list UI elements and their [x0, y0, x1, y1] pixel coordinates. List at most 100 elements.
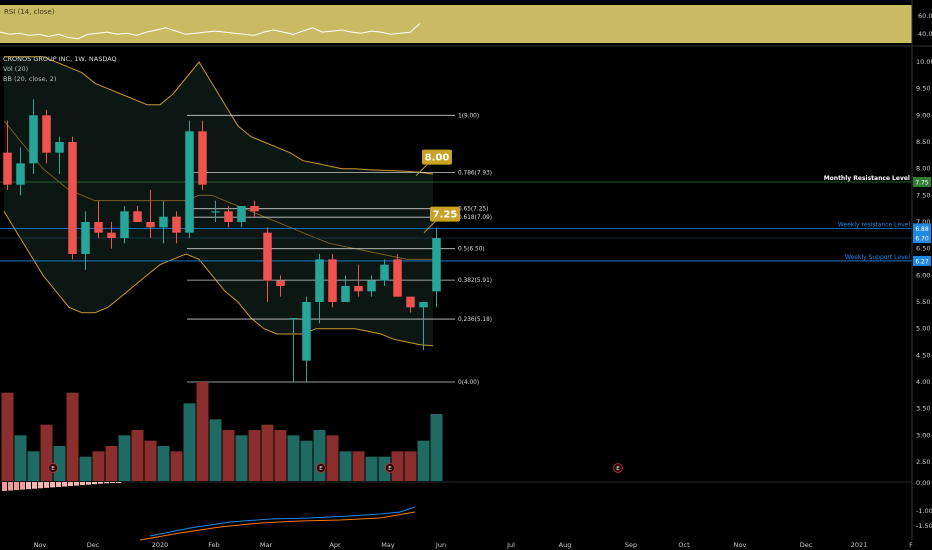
volume-bar	[222, 430, 235, 481]
histogram-bar	[104, 482, 109, 484]
price-tick: 10.00	[916, 58, 932, 66]
support-resistance-levels: Monthly Resistance Level Weekly resistanc…	[0, 175, 912, 262]
candle-body	[302, 302, 311, 361]
time-tick: Dec	[87, 541, 100, 549]
volume-bar	[404, 451, 417, 481]
candles	[3, 99, 441, 382]
rsi-label: RSI (14, close)	[4, 8, 55, 16]
candle-body	[94, 222, 103, 233]
price-tick: 8.00	[916, 165, 930, 173]
fib-label: 0.382(5.91)	[458, 278, 492, 284]
chart-title: CRONOS GROUP INC, 1W, NASDAQ	[3, 55, 117, 63]
earnings-icon[interactable]	[316, 463, 326, 473]
time-tick: Mar	[260, 541, 273, 549]
earnings-icon-letter: E	[616, 466, 620, 472]
candle-body	[3, 152, 12, 185]
bollinger-upper	[4, 56, 434, 175]
volume-bar	[170, 451, 183, 481]
price-tag-text: 6.88	[915, 226, 929, 233]
volume-bar	[1, 392, 14, 481]
price-tick: 4.00	[916, 378, 930, 386]
bollinger-fill	[4, 56, 433, 346]
price-tick: 3.00	[916, 431, 930, 439]
volume-bar	[378, 456, 391, 481]
time-tick: Aug	[559, 541, 572, 549]
candle-body	[211, 211, 220, 213]
volume-bar	[27, 451, 40, 481]
candle-body	[432, 238, 441, 292]
price-panel: 1(9.00) 0.786(7.93) 0.65(7.25) 0.618(7.09) 0…	[0, 56, 912, 481]
time-tick: Oct	[678, 541, 690, 549]
time-tick: Nov	[34, 541, 47, 549]
indicator-vol-label: Vol (20)	[3, 65, 28, 73]
time-tick: May	[381, 541, 395, 549]
price-tick: 5.50	[916, 298, 930, 306]
candle-body	[289, 318, 298, 320]
candle-body	[120, 211, 129, 238]
volume-bar	[430, 414, 443, 481]
bollinger-lower	[3, 211, 434, 347]
volume-bar	[209, 419, 222, 481]
candle-body	[107, 232, 116, 238]
price-tick: 7.50	[916, 191, 930, 199]
rsi-band	[0, 5, 912, 43]
histogram-bar	[32, 482, 37, 489]
fib-label: 1(9.00)	[458, 113, 479, 119]
volume-bar	[391, 451, 404, 481]
fib-label: 0.65(7.25)	[458, 207, 488, 213]
price-axis[interactable]: 10.00 9.50 9.00 8.50 8.00 7.50 7.00 6.50 6.00 5.5…	[916, 58, 932, 466]
volume-bar	[183, 403, 196, 481]
volume-bar	[131, 430, 144, 481]
earnings-icon[interactable]	[48, 463, 58, 473]
price-tick: 8.50	[916, 138, 930, 146]
earnings-icon[interactable]	[385, 463, 395, 473]
histogram-bar	[98, 482, 103, 484]
fib-label: 0.5(6.50)	[458, 247, 485, 253]
candle-body	[419, 302, 428, 308]
time-tick: Sep	[625, 541, 637, 549]
earnings-icon[interactable]	[613, 463, 623, 473]
price-tick: 6.50	[916, 245, 930, 253]
histogram-bar	[44, 482, 49, 488]
time-tick: Nov	[734, 541, 747, 549]
volume-bar	[365, 456, 378, 481]
time-tick: Jun	[435, 541, 446, 549]
candle-body	[133, 211, 142, 222]
candle-body	[42, 115, 51, 153]
earnings-icon-letter: E	[319, 466, 323, 472]
volume-bar	[287, 435, 300, 481]
price-tags: 7.75 6.88 6.70 6.27	[913, 177, 931, 266]
rsi-line	[0, 23, 421, 40]
price-tag	[913, 177, 931, 187]
fib-label: 0.618(7.09)	[458, 215, 492, 221]
time-tick: Jul	[506, 541, 515, 549]
callout-pointer	[423, 220, 437, 234]
fib-label: 0.236(5.18)	[458, 317, 492, 323]
price-tag-text: 6.27	[915, 258, 929, 265]
volume-bar	[261, 424, 274, 481]
histogram-bar	[26, 482, 31, 490]
fib-label: 0(4.00)	[458, 380, 479, 386]
candle-body	[354, 286, 363, 292]
candle-body	[263, 232, 272, 281]
level-label: Monthly Resistance Level	[824, 175, 910, 182]
histogram-bar	[8, 482, 13, 491]
volume-bar	[66, 392, 79, 481]
earnings-icon-letter: E	[388, 466, 392, 472]
price-tick: 7.00	[916, 218, 930, 226]
volume-bar	[157, 446, 170, 481]
indicator-bb-label: BB (20, close, 2)	[3, 75, 56, 83]
price-tag-text: 6.70	[915, 236, 929, 243]
candle-body	[237, 206, 246, 222]
histogram-bar	[86, 482, 91, 485]
level-label: Weekly resistance Level	[838, 221, 910, 228]
histogram-bar	[92, 482, 97, 485]
time-axis[interactable]: Nov Dec 2020 Feb Mar Apr May Jun Jul Aug Sep Oct Nov…	[34, 541, 913, 549]
candle-body	[55, 142, 64, 153]
time-tick: Feb	[208, 541, 220, 549]
volume-bar	[79, 456, 92, 481]
candle-body	[172, 216, 181, 233]
price-tick: 4.50	[916, 351, 930, 359]
